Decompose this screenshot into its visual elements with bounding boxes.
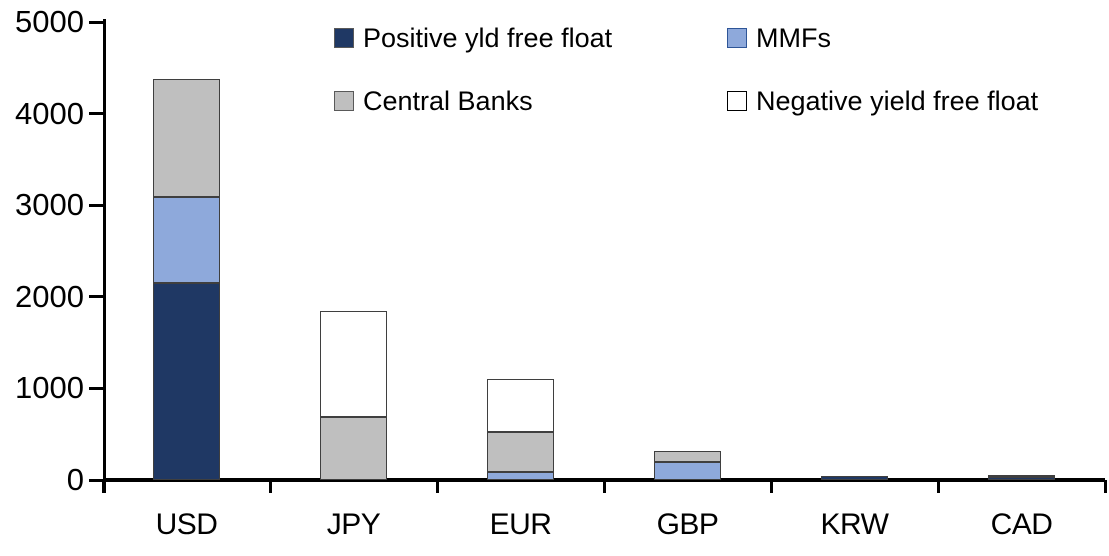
x-axis-category-label: CAD (990, 508, 1053, 541)
bar-segment-eur (487, 471, 554, 480)
bar-segment-jpy (320, 311, 387, 417)
y-axis-tick-label: 3000 (15, 187, 84, 223)
y-axis-tick (89, 478, 103, 482)
legend-swatch (727, 91, 747, 111)
bar-segment-eur (487, 432, 554, 472)
bar-gbp (654, 450, 721, 480)
bar-segment-gbp (654, 461, 721, 480)
y-axis-tick-label: 2000 (15, 278, 84, 314)
x-axis-category-label: JPY (326, 508, 381, 541)
legend-swatch (334, 28, 354, 48)
x-axis-tick (101, 480, 105, 493)
legend-label: Positive yld free float (363, 22, 613, 53)
legend-item: MMFs (727, 23, 831, 53)
bar-segment-cad (988, 477, 1055, 480)
x-axis-category-label: EUR (489, 508, 552, 541)
bar-segment-usd (153, 78, 220, 197)
bar-segment-krw (821, 476, 888, 480)
legend-swatch (334, 91, 354, 111)
x-axis-line (103, 478, 1105, 482)
x-axis-tick (936, 480, 940, 493)
bar-cad (988, 474, 1055, 480)
bar-jpy (320, 311, 387, 480)
x-axis-category-label: GBP (656, 508, 719, 541)
y-axis-tick (89, 203, 103, 207)
y-axis-tick (89, 20, 103, 24)
x-axis-tick (268, 480, 272, 493)
legend-label: Negative yield free float (756, 85, 1039, 116)
y-axis-tick-label: 5000 (15, 4, 84, 39)
y-axis-tick-label: 0 (66, 462, 84, 497)
legend-swatch (727, 28, 747, 48)
x-axis-tick (602, 480, 606, 493)
y-axis-tick-label: 4000 (15, 95, 84, 131)
legend-item: Central Banks (334, 86, 533, 116)
bar-segment-jpy (320, 416, 387, 480)
y-axis-tick-label: 1000 (15, 370, 84, 406)
legend-label: Central Banks (363, 85, 533, 116)
x-axis-tick (769, 480, 773, 493)
x-axis-category-label: KRW (820, 508, 889, 541)
bar-segment-gbp (654, 450, 721, 462)
y-axis-tick (89, 295, 103, 299)
bar-segment-usd (153, 283, 220, 480)
x-axis-category-label: USD (155, 508, 218, 541)
bar-segment-eur (487, 379, 554, 433)
bar-segment-usd (153, 196, 220, 284)
legend-item: Positive yld free float (334, 23, 612, 53)
x-axis-tick (1103, 480, 1107, 493)
x-axis-tick (435, 480, 439, 493)
bar-krw (821, 476, 888, 480)
bar-segment-cad (988, 474, 1055, 478)
bar-usd (153, 78, 220, 480)
legend-item: Negative yield free float (727, 86, 1038, 116)
legend-label: MMFs (756, 22, 831, 53)
bar-eur (487, 379, 554, 480)
y-axis-tick (89, 112, 103, 116)
y-axis-line (103, 19, 106, 493)
y-axis-tick (89, 386, 103, 390)
